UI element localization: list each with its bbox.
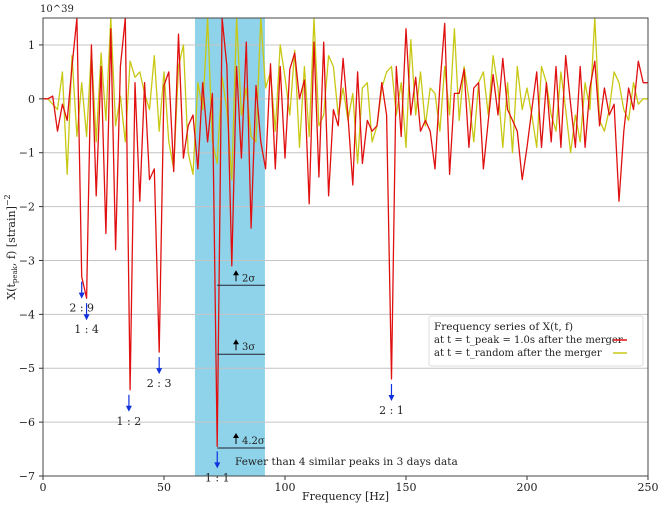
y-tick-label: −5 [19,362,35,375]
peak-label: 1 : 1 [205,471,230,484]
y-tick-label: −3 [19,254,35,267]
sigma-label: 2σ [242,273,255,284]
peak-label: 1 : 2 [117,415,142,428]
y-tick-label: −1 [19,147,35,160]
peak-arrow-head-icon [83,314,90,321]
legend-label: at t = t_peak = 1.0s after the merger [434,335,623,346]
series-line-peak [43,18,648,448]
peak-label: 2 : 1 [379,404,404,417]
x-tick-label: 150 [396,481,417,494]
peak-label: 2 : 3 [147,377,172,390]
y-axis-label: X(tpeak, f) [strain]−2 [3,194,19,299]
legend-label: at t = t_random after the merger [434,348,602,359]
legend: Frequency series of X(t, f) at t = t_peak… [428,315,644,367]
x-tick-label: 200 [517,481,538,494]
sigma-arrow-head-icon [233,270,239,276]
series-group [43,18,648,448]
y-tick-label: −4 [19,308,35,321]
shaded-band [194,18,265,476]
y-multiplier: 10^39 [40,4,74,15]
y-tick-label: −6 [19,416,35,429]
peak-arrow-head-icon [388,395,395,402]
peak-label: 1 : 4 [74,323,99,336]
sigma-arrow-head-icon [233,339,239,345]
sigma-label: 3σ [242,342,255,353]
plot-frame [42,17,649,477]
y-tick-label: 1 [28,39,35,52]
sigma-label: 4.2σ [242,436,265,447]
y-tick-label: 0 [28,93,35,106]
peak-label: 2 : 9 [69,302,94,315]
legend-title: Frequency series of X(t, f) [434,321,573,333]
x-tick-label: 0 [40,481,47,494]
x-tick-label: 250 [638,481,659,494]
legend-box [428,315,644,367]
peak-arrow-head-icon [125,405,132,412]
peak-arrow-head-icon [78,292,85,299]
y-tick-label: −7 [19,470,35,483]
x-tick-label: 100 [275,481,296,494]
sigma-arrow-head-icon [233,432,239,438]
x-axis-label: Frequency [Hz] [302,490,389,503]
peak-arrow-head-icon [156,368,163,375]
peak-arrow-head-icon [214,462,221,469]
x-tick-label: 50 [157,481,171,494]
y-tick-label: −2 [19,201,35,214]
annotation-text: Fewer than 4 similar peaks in 3 days dat… [235,456,458,468]
